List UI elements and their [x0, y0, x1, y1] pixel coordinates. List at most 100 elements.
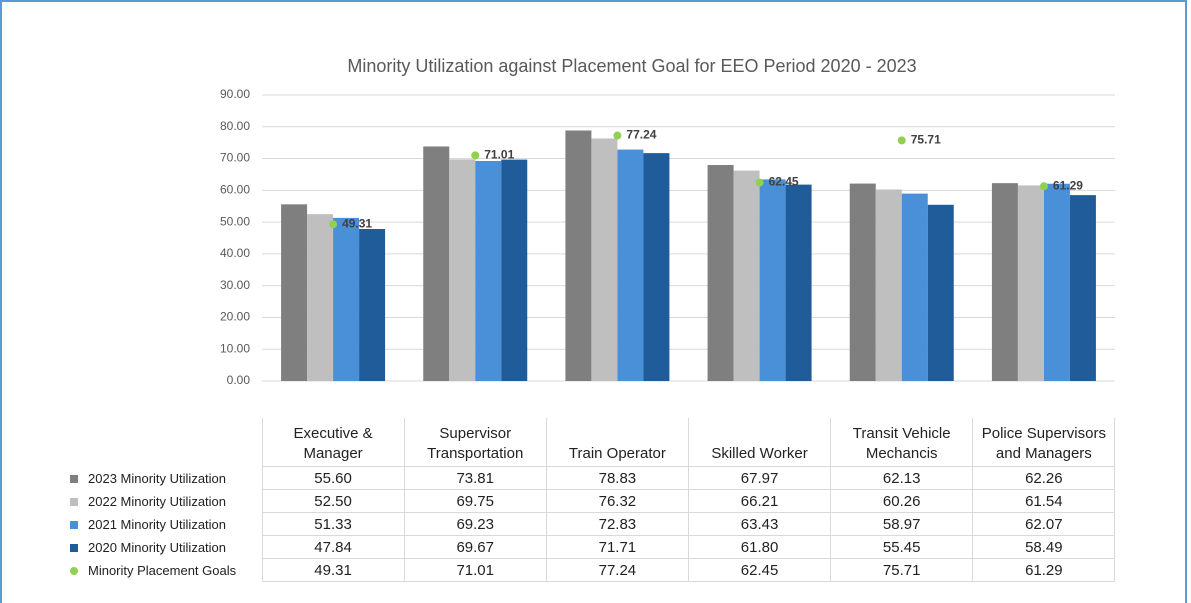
legend-label: 2022 Minority Utilization: [88, 493, 227, 509]
table-value: 62.45: [687, 558, 832, 582]
category-label: Executive & Manager: [261, 418, 405, 467]
y-tick-label: 0.00: [227, 373, 251, 387]
goal-dot: [329, 220, 338, 229]
y-tick-label: 50.00: [220, 214, 250, 228]
legend-label: Minority Placement Goals: [88, 562, 237, 578]
bar: [423, 146, 450, 381]
row: Minority Placement Goals 49.31 71.01 77.24 6…: [64, 558, 1116, 582]
bar: [333, 217, 360, 381]
legend-cell: 2021 Minority Utilization: [64, 512, 263, 536]
y-tick-label: 90.00: [220, 87, 250, 101]
table-value: 71.71: [545, 535, 689, 559]
table-value: 47.84: [261, 535, 405, 559]
y-tick-label: 10.00: [220, 341, 250, 355]
data-label: 61.29: [1053, 178, 1083, 192]
bar: [475, 161, 502, 381]
table-value: 63.43: [687, 512, 832, 536]
legend-key: [70, 475, 78, 484]
chart-title: Minority Utilization against Placement G…: [347, 56, 916, 76]
y-tick-label: 80.00: [220, 119, 250, 133]
goal-dot: [1039, 182, 1048, 191]
data-label: 49.31: [342, 216, 372, 230]
bar: [565, 130, 592, 381]
bar: [643, 153, 670, 381]
table-value: 66.21: [687, 489, 832, 513]
table-value: 72.83: [545, 512, 689, 536]
table-value: 61.54: [972, 489, 1116, 513]
row: 2022 Minority Utilization 52.50 69.75 76.32…: [64, 489, 1116, 513]
row: 2021 Minority Utilization 51.33 69.23 72.83…: [64, 512, 1116, 536]
bar: [1069, 195, 1096, 381]
legend-key: [70, 521, 78, 530]
table-value: 75.71: [830, 558, 974, 582]
table-value: 69.75: [403, 489, 547, 513]
table-value: 78.83: [545, 466, 689, 490]
legend-key: [70, 544, 78, 553]
bar: [307, 214, 334, 381]
bar: [875, 189, 902, 381]
category-label: Train Operator: [545, 418, 689, 467]
table-value: 71.01: [403, 558, 547, 582]
row: 2023 Minority Utilization 55.60 73.81 78.83…: [64, 466, 1116, 490]
table-value: 62.07: [972, 512, 1116, 536]
data-label: 71.01: [484, 148, 514, 162]
bar: [785, 184, 812, 381]
category-label: Transit Vehicle Mechancis: [830, 418, 974, 467]
legend-label: 2021 Minority Utilization: [88, 516, 227, 532]
table-value: 69.67: [403, 535, 547, 559]
data-label: 77.24: [626, 128, 656, 142]
legend-key: [70, 567, 78, 576]
table-value: 61.80: [687, 535, 832, 559]
y-tick-label: 60.00: [220, 183, 250, 197]
legend-key: [70, 498, 78, 507]
legend-cell: Minority Placement Goals: [64, 558, 263, 582]
legend-label: 2023 Minority Utilization: [88, 470, 227, 486]
category-label: Police Supervisors and Managers: [972, 418, 1116, 467]
bar: [849, 183, 876, 381]
table-value: 49.31: [261, 558, 405, 582]
table-value: 58.97: [830, 512, 974, 536]
chart: Minority Utilization against Placement G…: [220, 56, 1115, 387]
table-value: 77.24: [545, 558, 689, 582]
table-value: 67.97: [687, 466, 832, 490]
y-tick-label: 20.00: [220, 310, 250, 324]
bar: [281, 204, 308, 381]
table-value: 51.33: [261, 512, 405, 536]
bar: [901, 193, 928, 381]
data-label: 75.71: [911, 133, 941, 147]
legend-cell: 2020 Minority Utilization: [64, 535, 263, 559]
bar: [501, 159, 528, 381]
bar: [1017, 185, 1044, 381]
y-tick-label: 30.00: [220, 278, 250, 292]
data-label: 62.45: [769, 175, 799, 189]
table-value: 60.26: [830, 489, 974, 513]
bar: [617, 149, 644, 381]
table-value: 52.50: [261, 489, 405, 513]
bar: [991, 183, 1018, 381]
table-value: 76.32: [545, 489, 689, 513]
data-table: Executive & Manager Supervisor Transporta…: [64, 418, 1116, 582]
table-value: 58.49: [972, 535, 1116, 559]
goal-dot: [471, 151, 480, 160]
y-tick-label: 40.00: [220, 246, 250, 260]
y-tick-label: 70.00: [220, 151, 250, 165]
bar: [927, 204, 954, 381]
table-value: 69.23: [403, 512, 547, 536]
bar: [1043, 183, 1070, 381]
bar: [707, 165, 734, 381]
bar: [449, 159, 476, 381]
goal-dot: [755, 178, 764, 187]
bar: [733, 170, 760, 381]
table-value: 62.13: [830, 466, 974, 490]
table-value: 61.29: [972, 558, 1116, 582]
bar: [591, 138, 618, 381]
bar: [759, 179, 786, 381]
table-value: 62.26: [972, 466, 1116, 490]
legend-label: 2020 Minority Utilization: [88, 539, 227, 555]
goal-dot: [897, 136, 906, 145]
goal-dot: [613, 131, 622, 140]
corner: [64, 418, 263, 467]
legend-cell: 2023 Minority Utilization: [64, 466, 263, 490]
